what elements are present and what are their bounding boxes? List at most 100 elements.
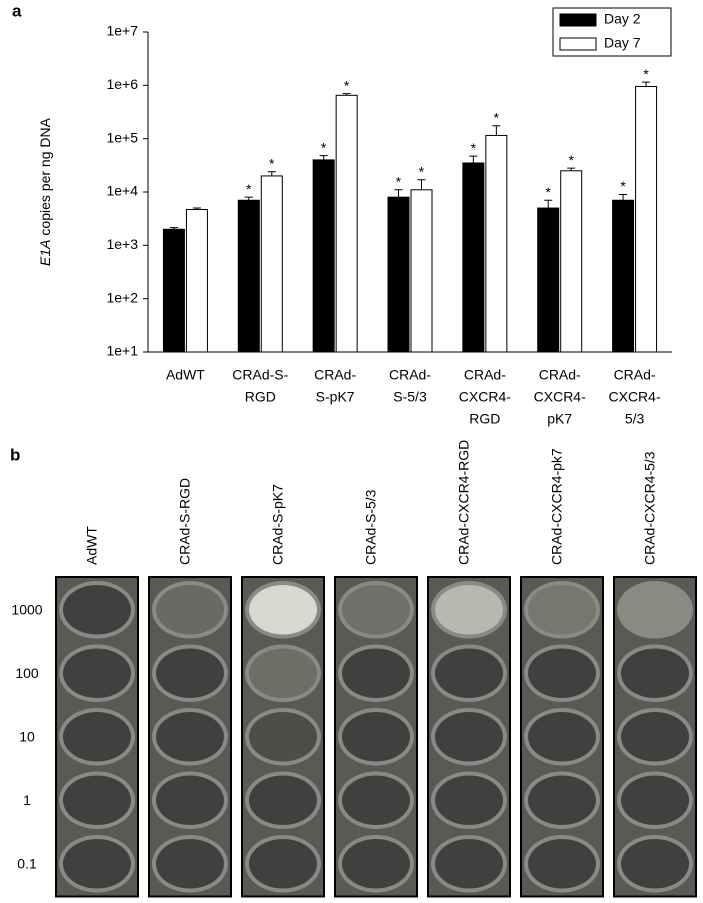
- well: [63, 585, 131, 635]
- well: [156, 585, 224, 635]
- significance-mark: *: [620, 178, 626, 194]
- row-label: 1000: [11, 601, 42, 617]
- well: [435, 648, 503, 698]
- bar: [335, 94, 358, 353]
- row-label: 0.1: [17, 855, 37, 871]
- bar: [387, 196, 410, 353]
- well: [342, 775, 410, 825]
- bar: [410, 189, 433, 353]
- legend-label: Day 2: [604, 11, 641, 27]
- y-tick-label: 1e+6: [106, 76, 138, 92]
- error-bar: [567, 167, 576, 171]
- well: [249, 712, 317, 762]
- well: [342, 585, 410, 635]
- x-tick-label: CRAd-S-: [232, 367, 288, 383]
- error-bar: [544, 199, 553, 209]
- significance-mark: *: [396, 173, 402, 189]
- significance-mark: *: [545, 184, 551, 200]
- bar: [560, 170, 583, 353]
- well: [528, 839, 596, 889]
- error-bar: [244, 196, 253, 201]
- x-tick-label: CRAd-: [539, 367, 581, 383]
- x-tick-label: CRAd-: [614, 367, 656, 383]
- significance-mark: *: [419, 163, 425, 179]
- column-label: CRAd-CXCR4-pk7: [549, 448, 565, 565]
- x-tick-label: S-5/3: [393, 389, 427, 405]
- y-label-part: E1A: [37, 239, 53, 265]
- row-label: 100: [15, 665, 39, 681]
- x-tick-label: 5/3: [625, 411, 645, 427]
- bar: [485, 134, 508, 353]
- well: [621, 775, 689, 825]
- well: [342, 712, 410, 762]
- bar: [462, 162, 485, 353]
- row-label: 10: [19, 728, 35, 744]
- significance-mark: *: [471, 140, 477, 156]
- well: [249, 585, 317, 635]
- well: [156, 839, 224, 889]
- column-label: AdWT: [84, 526, 100, 565]
- y-tick-label: 1e+5: [106, 129, 138, 145]
- y-tick-label: 1e+4: [106, 183, 138, 199]
- column-label: CRAd-S-pK7: [270, 484, 286, 565]
- well: [528, 648, 596, 698]
- well: [621, 648, 689, 698]
- error-bar: [642, 81, 651, 87]
- well: [249, 775, 317, 825]
- bar: [635, 86, 658, 353]
- y-tick-label: 1e+2: [106, 289, 138, 305]
- well: [63, 648, 131, 698]
- significance-mark: *: [568, 152, 574, 168]
- error-bar: [192, 207, 201, 210]
- y-axis-label: E1A copies per ng DNA: [37, 117, 53, 266]
- well: [156, 648, 224, 698]
- error-bar: [342, 93, 351, 96]
- well: [249, 839, 317, 889]
- column-label: CRAd-S-RGD: [177, 478, 193, 565]
- panel-label: b: [10, 445, 20, 464]
- x-tick-label: CRAd-: [314, 367, 356, 383]
- panel-label: a: [12, 1, 22, 20]
- error-bar: [267, 171, 276, 176]
- error-bar: [619, 193, 628, 201]
- error-bar: [319, 155, 328, 160]
- legend-swatch: [559, 37, 597, 51]
- well: [63, 839, 131, 889]
- error-bar: [417, 179, 426, 190]
- bar: [312, 159, 335, 353]
- bar: [537, 207, 560, 353]
- error-bar: [492, 125, 501, 136]
- bar: [612, 199, 635, 353]
- well: [156, 712, 224, 762]
- well: [528, 712, 596, 762]
- error-bar: [169, 227, 178, 230]
- x-tick-label: AdWT: [166, 367, 205, 383]
- well: [435, 775, 503, 825]
- error-bar: [394, 189, 403, 198]
- x-tick-label: RGD: [469, 411, 500, 427]
- y-label-part: copies per ng DNA: [37, 117, 53, 239]
- error-bar: [469, 155, 478, 163]
- x-tick-label: RGD: [245, 389, 276, 405]
- well: [156, 775, 224, 825]
- well: [621, 585, 689, 635]
- well: [621, 839, 689, 889]
- x-tick-label: CXCR4-: [459, 389, 511, 405]
- column-label: CRAd-CXCR4-5/3: [642, 451, 658, 565]
- column-label: CRAd-CXCR4-RGD: [456, 440, 472, 565]
- well: [435, 839, 503, 889]
- row-label: 1: [23, 792, 31, 808]
- x-tick-label: CRAd-: [464, 367, 506, 383]
- well: [435, 712, 503, 762]
- well: [249, 648, 317, 698]
- column-label: CRAd-S-5/3: [363, 489, 379, 565]
- well: [621, 712, 689, 762]
- bar: [185, 208, 208, 353]
- significance-mark: *: [269, 155, 275, 171]
- y-tick-label: 1e+3: [106, 236, 138, 252]
- y-tick-label: 1e+1: [106, 343, 138, 359]
- bar: [260, 175, 283, 353]
- significance-mark: *: [643, 66, 649, 82]
- significance-mark: *: [246, 181, 252, 197]
